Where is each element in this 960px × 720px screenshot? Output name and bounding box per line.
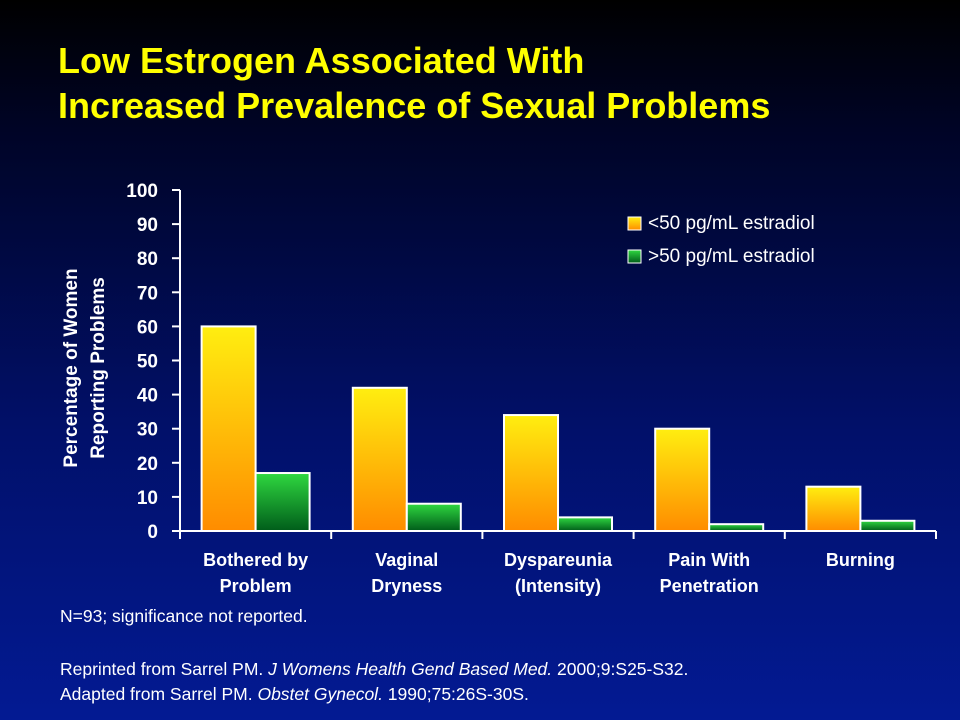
y-tick-label: 70 (137, 283, 158, 304)
bar-high-estradiol (859, 519, 916, 533)
y-axis-label: Reporting Problems (88, 277, 109, 459)
category-label: Pain With (668, 550, 750, 570)
y-tick-label: 60 (137, 317, 158, 338)
legend-label: <50 pg/mL estradiol (648, 213, 815, 234)
category-label: Penetration (660, 576, 759, 596)
category-label: Vaginal (375, 550, 438, 570)
category-label: Dryness (371, 576, 442, 596)
category-label: Dyspareunia (504, 550, 613, 570)
y-tick-label: 20 (137, 454, 158, 475)
y-tick-label: 50 (137, 352, 158, 373)
bar-high-estradiol (557, 516, 613, 532)
sample-footnote: N=93; significance not reported. (60, 606, 308, 626)
slide-title: Low Estrogen Associated With Increased P… (58, 38, 938, 128)
bar-low-estradiol (351, 386, 408, 532)
bar-high-estradiol (254, 472, 311, 532)
legend-swatch (627, 216, 642, 231)
y-tick-label: 90 (137, 215, 158, 236)
bar-low-estradiol (503, 414, 559, 532)
title-line-1: Low Estrogen Associated With (58, 40, 585, 81)
category-label: Burning (826, 550, 895, 570)
y-axis-label: Percentage of Women (61, 268, 82, 467)
category-label: Problem (220, 576, 292, 596)
bar-high-estradiol (405, 502, 462, 533)
y-tick-label: 0 (147, 522, 158, 543)
bar-low-estradiol (200, 325, 257, 532)
reference-1: Reprinted from Sarrel PM. J Womens Healt… (60, 659, 689, 679)
legend-label: >50 pg/mL estradiol (648, 246, 815, 267)
y-tick-label: 10 (137, 488, 158, 509)
title-line-2: Increased Prevalence of Sexual Problems (58, 85, 771, 126)
bar-low-estradiol (805, 485, 862, 533)
bar-low-estradiol (654, 427, 711, 533)
category-label: Bothered by (203, 550, 308, 570)
category-label: (Intensity) (515, 576, 601, 596)
y-tick-label: 80 (137, 249, 158, 270)
y-tick-label: 100 (126, 181, 158, 202)
bar-high-estradiol (708, 523, 765, 532)
y-tick-label: 30 (137, 420, 158, 441)
legend-swatch (627, 249, 642, 264)
y-tick-label: 40 (137, 386, 158, 407)
reference-2: Adapted from Sarrel PM. Obstet Gynecol. … (60, 684, 529, 704)
